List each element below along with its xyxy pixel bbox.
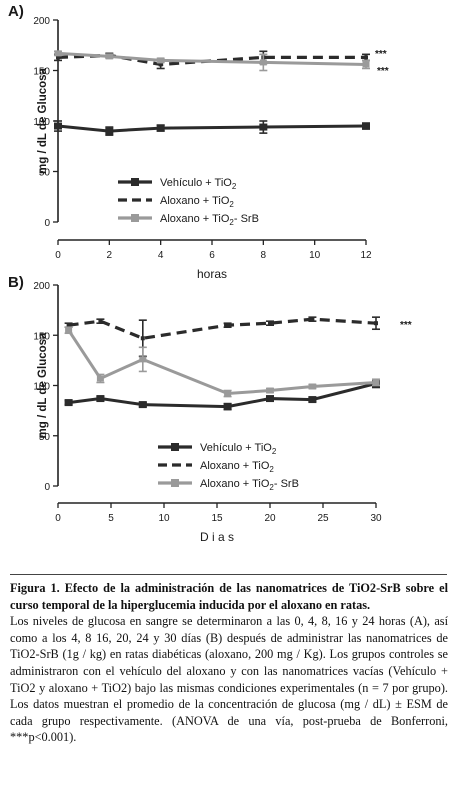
x-tick-label: 30 xyxy=(370,513,382,524)
significance-mark: *** xyxy=(377,66,389,77)
caption-title: Figura 1. Efecto de la administración de… xyxy=(10,581,448,612)
data-point xyxy=(140,336,145,341)
data-point xyxy=(157,57,165,64)
data-point xyxy=(105,127,114,135)
legend-label: Aloxano + TiO2​ xyxy=(200,460,274,474)
x-tick-label: 2 xyxy=(107,250,113,261)
y-tick-label: 0 xyxy=(44,482,50,493)
series-line xyxy=(68,317,377,340)
y-tick-label: 50 xyxy=(39,432,51,443)
x-tick-label: 10 xyxy=(158,513,170,524)
data-point xyxy=(266,395,274,403)
data-point xyxy=(374,321,378,326)
series-2 xyxy=(54,50,370,72)
x-tick-label: 8 xyxy=(261,250,267,261)
data-point xyxy=(158,62,163,67)
data-point xyxy=(98,319,103,324)
legend-label: Aloxano + TiO2​- SrB xyxy=(160,213,259,227)
caption-divider xyxy=(10,574,447,575)
data-point xyxy=(139,356,147,363)
significance-mark: *** xyxy=(375,49,387,60)
data-point xyxy=(310,317,315,322)
panel-label: A) xyxy=(8,3,24,20)
legend-marker xyxy=(171,479,179,487)
series-line xyxy=(57,124,367,133)
data-point xyxy=(224,390,232,397)
legend-label: Vehículo + TiO2​ xyxy=(160,177,237,191)
legend-label: Aloxano + TiO2​ xyxy=(160,195,234,209)
data-point xyxy=(259,123,268,131)
data-point xyxy=(56,55,60,60)
y-axis-title: mg / dL de Glucosa xyxy=(37,332,49,438)
data-point xyxy=(266,387,274,394)
chart-panel-a: A) 0 50 100 150 200 0 2 4 6 8 10 12 horas mg / dL de G… xyxy=(8,3,389,281)
data-point xyxy=(54,50,62,57)
legend-marker xyxy=(171,443,179,451)
legend-label: Vehículo + TiO2​ xyxy=(200,442,277,456)
data-point xyxy=(308,383,316,390)
data-point xyxy=(54,122,62,130)
data-point xyxy=(96,395,105,403)
data-point xyxy=(362,122,370,130)
data-point xyxy=(156,124,165,132)
x-tick-label: 6 xyxy=(209,250,215,261)
x-tick-label: 10 xyxy=(309,250,321,261)
x-tick-label: 0 xyxy=(55,513,61,524)
y-tick-label: 200 xyxy=(33,281,50,292)
data-point xyxy=(225,323,230,328)
y-tick-label: 0 xyxy=(44,218,50,229)
y-tick-label: 100 xyxy=(33,382,50,393)
data-point xyxy=(372,379,380,386)
data-point xyxy=(362,61,370,68)
data-point xyxy=(105,53,113,60)
series-line xyxy=(68,382,377,409)
data-point xyxy=(138,401,147,409)
caption-body: Los niveles de glucosa en sangre se dete… xyxy=(10,614,448,745)
series-line xyxy=(67,329,377,396)
series-0 xyxy=(54,120,370,136)
y-tick-label: 150 xyxy=(33,67,50,78)
data-point xyxy=(66,323,71,328)
x-tick-label: 20 xyxy=(264,513,276,524)
data-point xyxy=(308,396,317,404)
x-tick-label: 15 xyxy=(211,513,223,524)
y-tick-label: 150 xyxy=(33,331,50,342)
x-tick-label: 25 xyxy=(317,513,329,524)
x-tick-label: 4 xyxy=(158,250,164,261)
panel-label: B) xyxy=(8,274,24,291)
data-point xyxy=(259,59,267,66)
significance-mark: *** xyxy=(400,320,412,331)
series-2 xyxy=(64,326,380,398)
data-point xyxy=(268,321,272,326)
series-1 xyxy=(64,316,380,358)
data-point xyxy=(364,55,368,60)
y-tick-label: 200 xyxy=(33,16,50,27)
series-1 xyxy=(54,50,370,70)
figure-caption: Figura 1. Efecto de la administración de… xyxy=(10,580,448,746)
legend-label: Aloxano + TiO2​- SrB xyxy=(200,478,299,492)
data-point xyxy=(64,399,73,407)
data-point xyxy=(223,403,232,411)
legend-marker xyxy=(131,214,139,222)
chart-panel-b: B) 0 50 100 150 200 0 5 10 15 20 25 30 D i a s mg / dL… xyxy=(8,274,412,544)
y-tick-label: 50 xyxy=(39,168,51,179)
x-axis-title: D i a s xyxy=(200,530,234,544)
legend-marker xyxy=(131,178,139,186)
x-tick-label: 0 xyxy=(55,250,61,261)
y-axis-title: mg / dL de Glucosa xyxy=(37,67,49,173)
x-axis-title: horas xyxy=(197,267,227,281)
x-tick-label: 12 xyxy=(360,250,372,261)
data-point xyxy=(96,375,104,382)
y-tick-label: 100 xyxy=(33,117,50,128)
data-point xyxy=(65,327,73,334)
x-tick-label: 5 xyxy=(108,513,114,524)
